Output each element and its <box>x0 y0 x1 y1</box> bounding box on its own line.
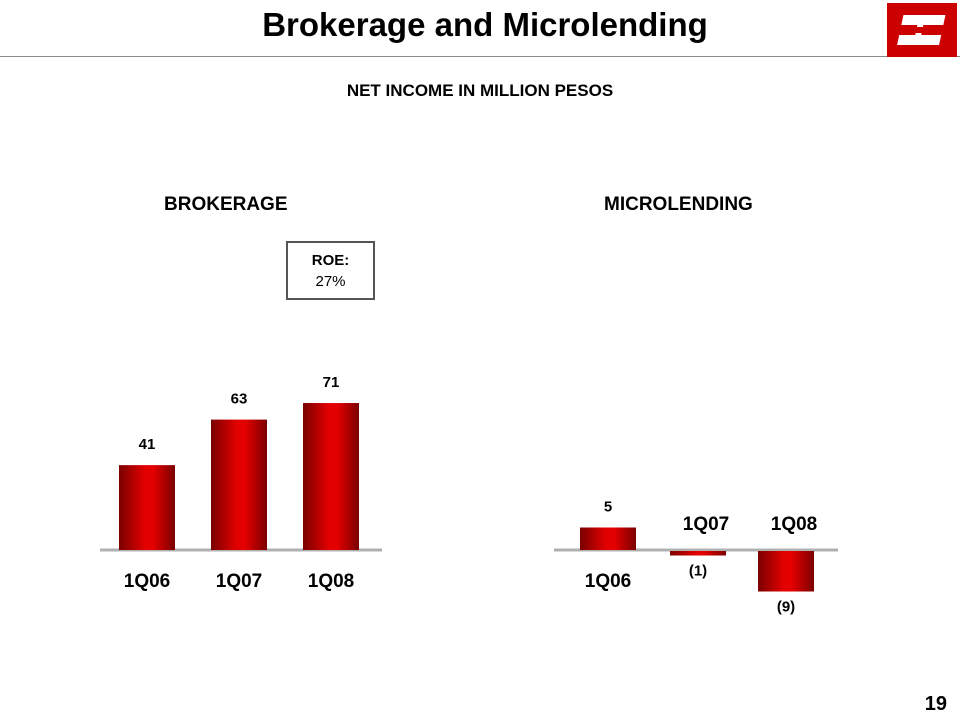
chart-subtitle: NET INCOME IN MILLION PESOS <box>346 81 614 100</box>
brokerage-bar-1Q08 <box>303 403 359 550</box>
microlending-value-label: (9) <box>777 599 795 616</box>
brokerage-value-label: 63 <box>231 391 248 408</box>
microlending-value-label: (1) <box>689 563 707 580</box>
microlending-chart-title: MICROLENDING <box>604 194 753 215</box>
brokerage-value-label: 71 <box>323 374 340 391</box>
brokerage-value-label: 41 <box>139 436 156 453</box>
microlending-bar-1Q06 <box>580 527 636 550</box>
brokerage-category-label: 1Q07 <box>216 571 262 592</box>
brokerage-chart-title: BROKERAGE <box>164 194 288 215</box>
microlending-bar-1Q07 <box>670 551 726 556</box>
microlending-bar-1Q08 <box>758 551 814 592</box>
microlending-category-label: 1Q07 <box>683 514 729 535</box>
brokerage-category-label: 1Q06 <box>124 571 170 592</box>
bank-logo-icon <box>887 3 957 57</box>
brokerage-bar-1Q06 <box>119 465 175 550</box>
title-divider <box>0 56 960 57</box>
roe-label: ROE: <box>311 252 350 269</box>
microlending-value-label: 5 <box>604 499 612 516</box>
slide-title: Brokerage and Microlending <box>262 6 708 43</box>
roe-value: 27% <box>315 273 346 290</box>
microlending-category-label: 1Q08 <box>771 514 817 535</box>
brokerage-bar-1Q07 <box>211 419 267 550</box>
roe-box: ROE: 27% <box>286 241 375 300</box>
microlending-category-label: 1Q06 <box>585 571 631 592</box>
page-number: 19 <box>924 693 947 715</box>
brokerage-category-label: 1Q08 <box>308 571 354 592</box>
